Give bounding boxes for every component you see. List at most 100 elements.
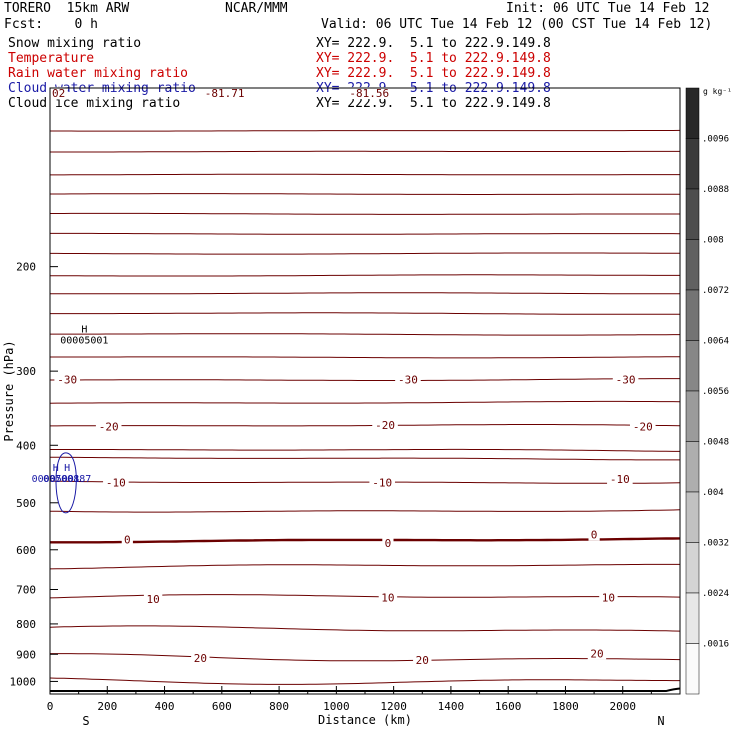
contour-label-bg [201,87,249,100]
x-axis-left-end: S [82,714,89,728]
max-marker-value: 00005001 [60,335,108,346]
y-tick-label: 900 [16,648,36,661]
y-tick-label: 500 [16,497,36,510]
colorbar-label: .0072 [702,286,729,296]
isotherm-line [50,333,680,336]
colorbar-swatch [685,441,700,493]
colorbar-swatch [685,340,700,392]
contour-label-bg [121,533,133,546]
contour-label: 20 [416,654,429,667]
isotherm-line [49,480,681,484]
y-tick-label: 600 [16,544,36,557]
y-tick-label: 200 [16,261,36,274]
contour-label-bg [599,591,618,604]
x-axis-label: Distance (km) [318,713,412,727]
colorbar-swatch [685,239,700,291]
isotherm-line [50,193,680,195]
contour-label-bg [369,476,395,489]
isotherm-line [50,424,681,427]
colorbar-label: .0016 [702,640,729,650]
x-tick-label: 400 [155,700,175,713]
x-axis: 0 200 400 600 800 1000 1200 1400 1600 1800 2000 [47,686,652,713]
contour-label-bg [587,647,607,660]
forecast-hour: Fcst: 0 h [4,17,98,32]
init-time: Init: 06 UTC Tue 14 Feb 12 [506,1,710,16]
cloud-water-loop [55,452,77,514]
field-name-cloud-ice: Cloud ice mixing ratio [8,96,181,111]
isotherm-line [50,274,680,277]
isotherm-line [50,356,681,359]
isotherm-line [50,173,680,176]
contour-label: 10 [381,591,394,604]
isotherm-line [50,212,680,215]
y-tick-label: 400 [16,439,36,452]
contour-label: -10 [372,476,392,489]
x-tick-label: 1000 [323,700,350,713]
isotherm-line [50,448,680,452]
colorbar-label: .0096 [702,135,729,145]
contour-label: 10 [146,593,159,606]
colorbar: .0096 .0088 .008 .0072 .0064 .0056 .0048 .004 .0… [685,87,729,695]
isotherm-line [50,129,681,132]
y-tick-label: 1000 [10,675,37,688]
contour-label-bg [372,419,398,432]
colorbar-swatch [685,643,700,695]
contour-label: -20 [99,421,119,434]
contour-label: -10 [610,473,630,486]
colorbar-swatch [685,542,700,594]
x-axis-right-end: N [657,714,664,728]
isotherm-line [49,400,681,404]
field-xy-cloud-ice: XY= 222.9. 5.1 to 222.9.149.8 [316,96,551,111]
org-label: NCAR/MMM [225,1,288,16]
contour-label-bg [413,653,432,666]
contour-label: -20 [375,419,395,432]
contour-label-bg [588,528,600,541]
isotherm-line [50,653,681,662]
isotherm-line [50,312,680,315]
contour-label: 0 [385,537,392,550]
x-tick-label: 1400 [438,700,465,713]
contour-label-bg [607,473,633,486]
contour-label-bg [103,476,129,489]
contour-label: -30 [398,374,418,387]
colorbar-swatch [685,592,700,644]
model-title: TORERO 15km ARW [4,1,130,16]
field-name-temperature: Temperature [8,51,95,66]
contour-label: -30 [616,374,636,387]
field-xy-rain: XY= 222.9. 5.1 to 222.9.149.8 [316,66,551,81]
max-marker-value: 00700887 [43,474,91,485]
contour-label: 20 [194,652,207,665]
contour-label-bg [143,592,163,605]
colorbar-label: .008 [702,236,724,246]
isotherm-line [49,677,680,685]
colorbar-swatch [685,390,700,442]
x-tick-label: 1800 [552,700,579,713]
isotherm-line [49,625,681,632]
cloud-water-contour [55,452,77,514]
temperature-contours [49,87,681,693]
isotherm-line [50,292,680,295]
field-xy-temperature: XY= 222.9. 5.1 to 222.9.149.8 [316,51,551,66]
colorbar-label: .0024 [702,589,729,599]
colorbar-swatch [685,491,700,543]
y-axis-label: Pressure (hPa) [2,340,16,441]
colorbar-swatch [685,87,700,139]
contour-label-bg [191,651,210,664]
colorbar-label: .0088 [702,185,729,195]
max-marker-symbol: H [53,463,59,474]
y-tick-label: 800 [16,618,36,631]
x-tick-label: 800 [269,700,289,713]
contour-label: 0 [591,529,598,542]
y-axis: 200 300 400 500 600 700 800 900 1000 [10,261,58,688]
colorbar-label: .0032 [702,539,729,549]
contour-label: 20 [590,647,603,660]
isotherm-line [50,232,681,235]
field-xy-snow: XY= 222.9. 5.1 to 222.9.149.8 [316,36,551,51]
y-tick-label: 700 [16,584,36,597]
contour-label: -81.56 [349,87,389,100]
y-tick-label: 300 [16,365,36,378]
field-name-rain: Rain water mixing ratio [8,66,189,81]
contour-label-bg [345,87,393,100]
contour-label-bg [612,373,639,386]
